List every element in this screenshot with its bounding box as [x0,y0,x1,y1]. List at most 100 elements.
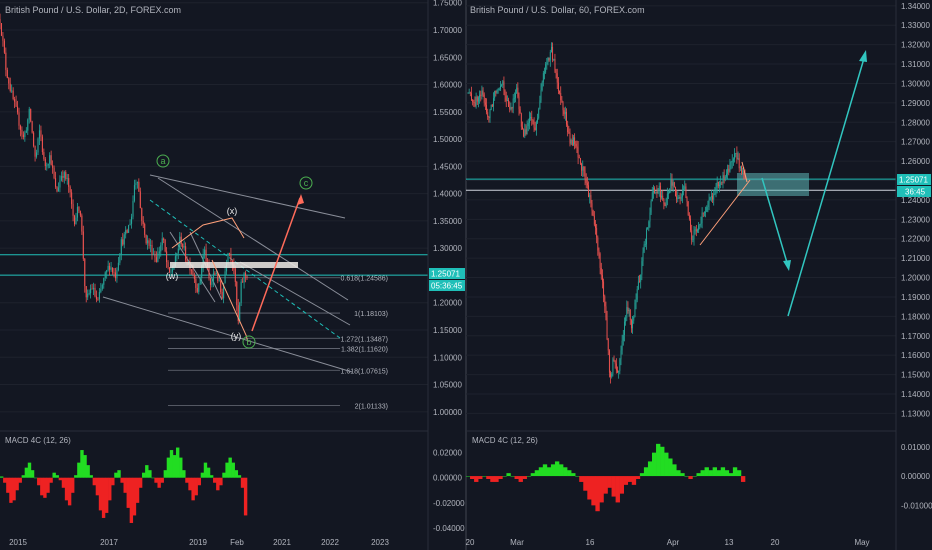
candle [510,102,512,111]
candle [117,257,119,272]
candle [556,68,558,90]
candle [657,188,659,195]
macd-bar [583,476,588,491]
price-tick-label: 1.27000 [901,138,930,147]
macd-bar [234,470,239,478]
candle [569,128,571,147]
macd-bar [95,477,100,496]
correction-box [170,262,298,268]
candle [532,119,534,125]
candle [715,183,717,198]
price-tick-label: 1.65000 [433,53,462,62]
macd-bar [656,443,661,477]
svg-text:b: b [246,337,251,347]
candle [611,372,613,379]
candle [183,240,185,251]
macd-bar [18,477,22,483]
price-tick-label: 1.34000 [901,2,930,11]
candle [138,178,140,192]
candle [85,286,87,303]
candle [21,126,23,140]
candle [520,112,522,130]
candle [2,31,4,47]
macd-bar [15,477,19,491]
candle [125,226,127,239]
candle [154,250,156,263]
candle [547,56,549,66]
candle [489,108,491,123]
right-time-axis[interactable]: 20 Mar 16 Apr 13 20 May [466,538,870,547]
candle [591,199,593,216]
macd-bar [98,477,103,511]
candle [719,180,720,193]
candle [133,179,136,203]
macd-bar [672,464,677,477]
macd-bar [243,477,248,516]
macd-bar [498,476,503,479]
candle [502,80,504,88]
macd-bar [482,476,487,477]
candle [637,275,639,291]
macd-bar [24,467,29,478]
candle [709,196,711,201]
candle [8,76,10,90]
candle [240,278,242,307]
candle [736,146,738,164]
candle [43,148,45,161]
candle [567,120,569,137]
macd-bar [52,472,56,478]
candle [47,163,49,169]
right-macd-histogram [466,443,746,512]
macd-bar [708,470,713,477]
macd-bar [490,476,495,482]
candle [646,227,647,250]
candle [575,140,577,149]
candle [220,279,222,295]
candle [560,86,562,105]
candle [658,182,660,197]
right-chart-panel[interactable]: British Pound / U.S. Dollar, 60, FOREX.c… [466,5,896,512]
candle [731,154,733,169]
left-chart-panel[interactable]: 0.618(1.24586) 1(1.18103) 1.272(1.13487) 1.… [0,2,428,523]
left-time-axis[interactable]: 2015 2017 2019 Feb 2021 2022 2023 [9,538,389,547]
candle [204,246,206,259]
candle [552,42,554,63]
candle [577,141,579,165]
fib-label: 1(1.18103) [354,311,388,318]
price-tick-label: 1.10000 [433,353,462,362]
candle [524,123,526,139]
price-tick-label: 1.13000 [901,409,930,418]
candle [92,282,95,296]
candle [30,108,32,123]
candle [239,301,241,324]
macd-bar [58,477,63,481]
candle [160,242,162,257]
time-tick-label: Apr [667,538,680,547]
macd-bar [231,462,235,478]
candle [680,193,682,202]
candle [491,103,493,108]
candle [662,190,664,201]
candle [100,283,102,294]
price-tick-label: 1.28000 [901,118,930,127]
candle [101,283,103,291]
candle [512,94,514,114]
candle [627,301,629,314]
candle [694,226,696,235]
candle [180,232,182,247]
candle [613,355,615,362]
channel-line [149,174,346,219]
candle [66,173,68,185]
trend-line [741,161,748,183]
candle [144,222,146,238]
candle [132,195,134,220]
candle [601,269,603,289]
price-tick-label: 1.23000 [901,215,930,224]
candle [573,135,574,146]
candle [54,171,57,189]
candle [540,83,542,103]
time-tick-label: 2017 [100,538,118,547]
candle [533,117,535,133]
candle [71,189,73,209]
macd-bar [132,477,137,516]
